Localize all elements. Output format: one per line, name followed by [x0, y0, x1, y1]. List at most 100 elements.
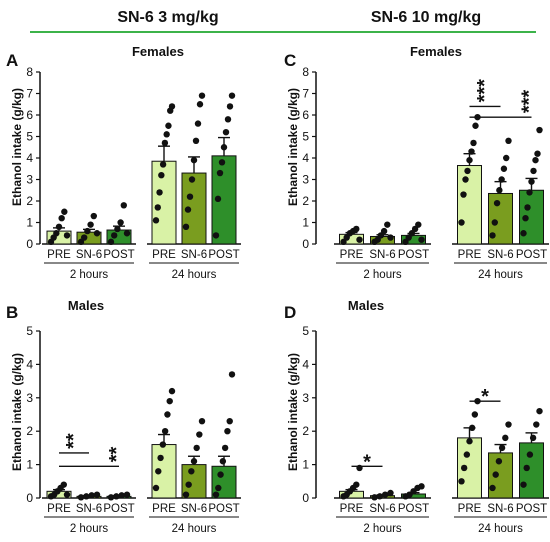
data-point: [415, 221, 422, 228]
data-point: [502, 434, 509, 442]
bar: [519, 442, 544, 499]
y-tick-label: 0: [302, 491, 309, 505]
data-point: [90, 212, 98, 220]
category-label: PRE: [152, 503, 176, 515]
data-point: [466, 438, 473, 445]
y-tick-label: 5: [302, 324, 309, 338]
data-point: [156, 189, 163, 196]
data-point: [387, 234, 394, 241]
data-point: [530, 167, 537, 175]
y-tick-label: 4: [302, 357, 309, 371]
data-point: [226, 103, 234, 110]
data-point: [166, 397, 173, 405]
group-label: 2 hours: [70, 269, 109, 281]
data-point: [117, 219, 124, 226]
y-axis-label-b: Ethanol intake (g/kg): [10, 353, 24, 471]
data-point: [93, 491, 101, 498]
data-point: [161, 428, 169, 435]
y-tick-label: 5: [26, 130, 33, 144]
data-point: [186, 193, 194, 200]
data-point: [526, 451, 534, 458]
data-point: [464, 167, 471, 175]
category-label: POST: [208, 503, 239, 515]
data-point: [526, 189, 533, 196]
panel-label-c: C: [284, 51, 296, 70]
y-axis-label-a: Ethanol intake (g/kg): [10, 88, 24, 206]
data-point: [157, 454, 164, 462]
y-tick-label: 0: [26, 491, 33, 505]
data-point: [190, 156, 198, 164]
category-label: SN-6: [487, 249, 513, 261]
data-point: [500, 165, 508, 172]
y-tick-label: 3: [302, 173, 309, 187]
data-point: [107, 494, 115, 501]
panel-label-b: B: [6, 303, 18, 322]
data-point: [498, 176, 505, 183]
data-point: [460, 464, 468, 472]
data-point: [458, 478, 465, 485]
data-point: [471, 411, 479, 418]
category-label: PRE: [458, 249, 482, 261]
data-point: [228, 371, 236, 378]
data-point: [491, 219, 498, 226]
data-point: [198, 92, 206, 99]
data-point: [529, 434, 537, 442]
data-point: [492, 471, 499, 478]
panel-label-d: D: [284, 303, 296, 322]
data-point: [226, 417, 233, 425]
data-point: [196, 101, 204, 108]
data-point: [111, 232, 118, 239]
data-point: [217, 471, 224, 478]
panel-label-a: A: [6, 51, 18, 70]
category-label: PRE: [458, 503, 482, 515]
data-point: [81, 234, 88, 241]
data-point: [418, 236, 425, 243]
data-point: [505, 421, 512, 428]
y-tick-label: 7: [26, 87, 33, 101]
y-tick-label: 6: [302, 108, 309, 122]
data-point: [463, 451, 471, 458]
data-point: [418, 483, 425, 490]
data-point: [376, 493, 384, 500]
y-tick-label: 3: [302, 391, 309, 405]
group-label: 2 hours: [363, 523, 402, 535]
y-tick-label: 1: [26, 458, 33, 472]
data-point: [505, 137, 512, 144]
data-point: [182, 491, 190, 498]
data-point: [520, 481, 527, 488]
header-left: SN-6 3 mg/kg: [117, 9, 218, 26]
data-point: [472, 122, 479, 129]
y-tick-label: 1: [26, 216, 33, 230]
data-point: [536, 126, 543, 134]
data-point: [462, 176, 469, 183]
data-point: [520, 230, 527, 237]
data-point: [154, 204, 161, 211]
data-point: [53, 230, 60, 237]
data-point: [161, 139, 169, 147]
panel-title-b: Males: [68, 298, 104, 313]
y-tick-label: 3: [26, 173, 33, 187]
category-label: SN-6: [181, 249, 207, 261]
data-point: [184, 206, 192, 213]
data-point: [190, 458, 198, 465]
data-point: [93, 230, 101, 237]
data-point: [123, 491, 131, 498]
y-tick-label: 2: [26, 194, 33, 208]
category-label: SN-6: [369, 503, 395, 515]
data-point: [371, 494, 378, 501]
category-label: POST: [398, 249, 429, 261]
data-point: [192, 137, 200, 144]
data-point: [87, 221, 94, 228]
data-point: [493, 199, 501, 207]
data-point: [152, 484, 160, 492]
category-label: SN-6: [181, 503, 207, 515]
data-point: [353, 225, 360, 233]
data-point: [532, 156, 539, 164]
group-label: 24 hours: [172, 269, 217, 281]
panel-title-a: Females: [132, 44, 184, 59]
category-label: POST: [208, 249, 239, 261]
